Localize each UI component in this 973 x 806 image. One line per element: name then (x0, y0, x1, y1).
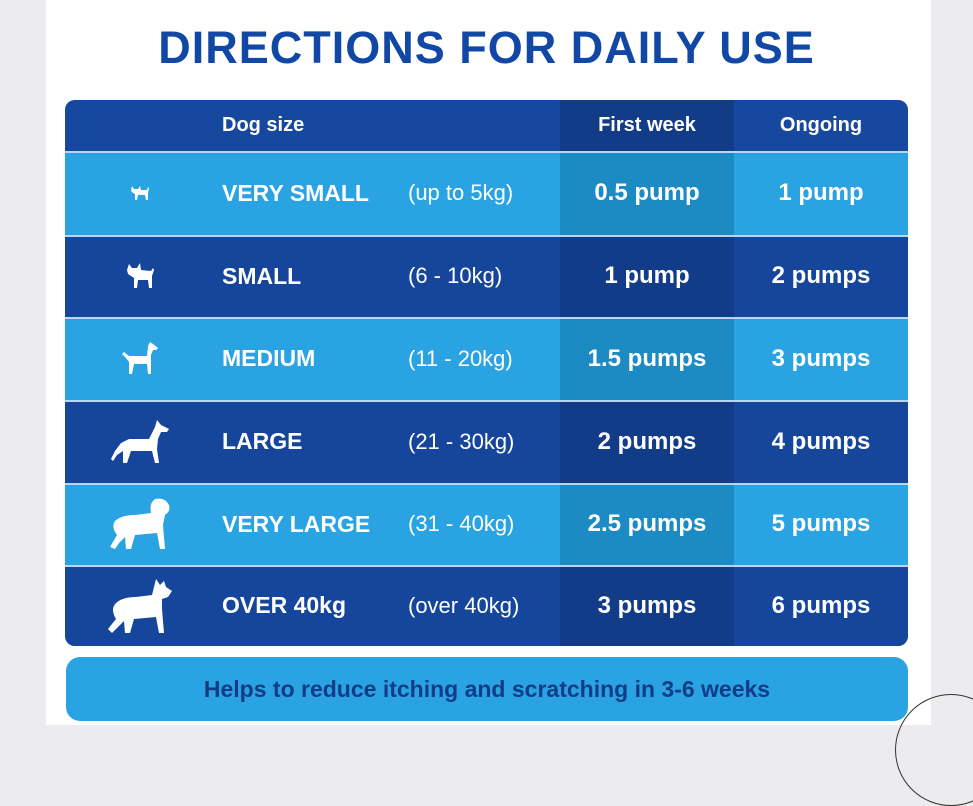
benefit-banner: Helps to reduce itching and scratching i… (66, 657, 908, 721)
table-row: LARGE (21 - 30kg) 2 pumps 4 pumps (65, 400, 908, 483)
dog-size-label: VERY SMALL (222, 179, 369, 206)
table-header-row: Dog size First week Ongoing (65, 100, 908, 151)
table-row: VERY SMALL (up to 5kg) 0.5 pump 1 pump (65, 151, 908, 235)
row-divider (65, 400, 908, 402)
first-week-dose: 0.5 pump (594, 179, 700, 206)
first-week-dose: 1.5 pumps (587, 344, 707, 372)
first-week-column-bg (560, 235, 734, 317)
dog-size-label: SMALL (222, 262, 302, 289)
first-week-column-bg (560, 317, 734, 400)
dosage-table: Dog size First week Ongoing VERY SMALL (… (65, 100, 908, 646)
header-dog-size: Dog size (222, 114, 305, 136)
first-week-dose: 2.5 pumps (587, 510, 707, 537)
row-divider (65, 565, 908, 567)
first-week-dose: 1 pump (604, 262, 690, 289)
row-divider (65, 151, 908, 153)
header-first-week: First week (598, 114, 696, 136)
dog-size-label: LARGE (222, 428, 303, 454)
dog-size-label: OVER 40kg (222, 592, 346, 618)
dog-over-40kg-icon (85, 565, 195, 646)
weight-range: (11 - 20kg) (408, 345, 513, 371)
row-divider (65, 483, 908, 485)
ongoing-dose: 6 pumps (771, 591, 871, 619)
weight-range: (up to 5kg) (408, 180, 514, 205)
ongoing-dose: 1 pump (778, 179, 864, 206)
table-row: SMALL (6 - 10kg) 1 pump 2 pumps (65, 235, 908, 317)
ongoing-dose: 5 pumps (771, 510, 871, 537)
dog-size-label: VERY LARGE (222, 510, 371, 537)
dog-large-icon (85, 400, 195, 483)
first-week-dose: 3 pumps (597, 591, 697, 619)
header-ongoing: Ongoing (779, 114, 863, 136)
first-week-column-bg (560, 400, 734, 483)
dog-very-large-icon (85, 483, 195, 565)
weight-range: (31 - 40kg) (408, 511, 515, 536)
dog-very-small-icon (85, 151, 195, 235)
first-week-column-bg (560, 151, 734, 235)
first-week-column-bg (560, 565, 734, 646)
weight-range: (21 - 30kg) (408, 428, 515, 454)
page-title: DIRECTIONS FOR DAILY USE (158, 22, 815, 73)
benefit-text: Helps to reduce itching and scratching i… (203, 675, 771, 702)
table-row: MEDIUM (11 - 20kg) 1.5 pumps 3 pumps (65, 317, 908, 400)
ongoing-dose: 4 pumps (771, 427, 871, 455)
first-week-dose: 2 pumps (597, 427, 697, 455)
table-row: VERY LARGE (31 - 40kg) 2.5 pumps 5 pumps (65, 483, 908, 565)
dog-small-icon (85, 235, 195, 317)
first-week-column-bg (560, 100, 734, 151)
weight-range: (6 - 10kg) (408, 263, 503, 288)
ongoing-dose: 3 pumps (771, 344, 871, 372)
dog-size-label: MEDIUM (222, 345, 316, 371)
ongoing-dose: 2 pumps (771, 262, 871, 289)
row-divider (65, 317, 908, 319)
dog-medium-icon (85, 317, 195, 400)
row-divider (65, 235, 908, 237)
weight-range: (over 40kg) (408, 592, 520, 618)
first-week-column-bg (560, 483, 734, 565)
table-row: OVER 40kg (over 40kg) 3 pumps 6 pumps (65, 565, 908, 646)
